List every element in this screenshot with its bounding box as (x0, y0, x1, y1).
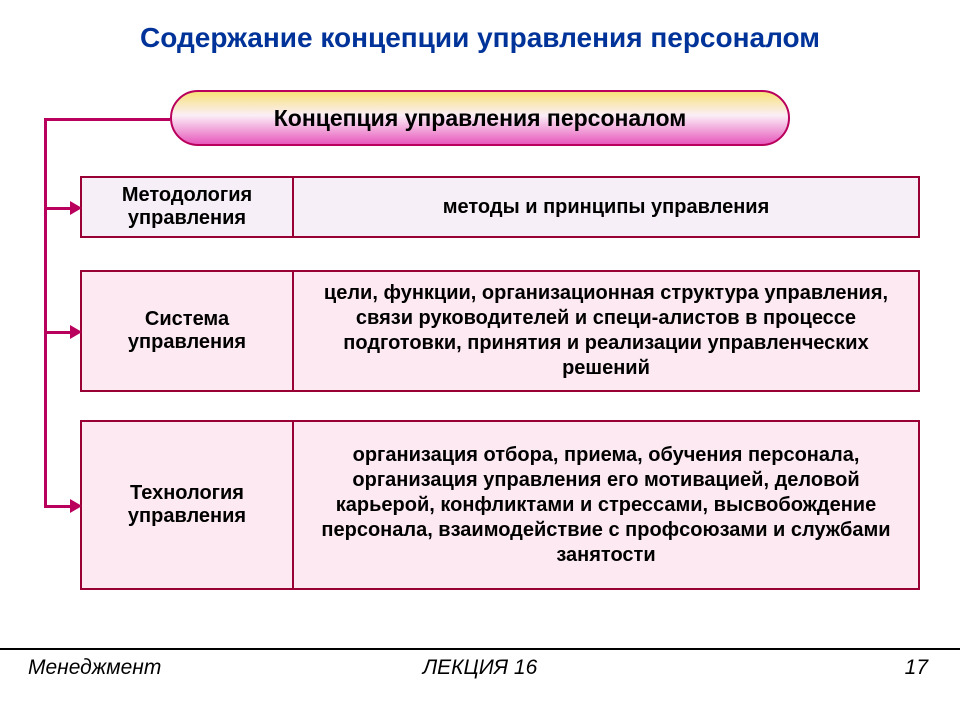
footer-line (0, 648, 960, 650)
arrowhead-icon (70, 499, 82, 513)
slide: Содержание концепции управления персонал… (0, 0, 960, 720)
concept-row-0: Методология управленияметоды и принципы … (80, 176, 920, 238)
row-right-text: цели, функции, организационная структура… (294, 272, 918, 390)
connector-pill-stub (44, 118, 170, 121)
connector-arrow-2 (44, 505, 72, 508)
concept-row-2: Технология управленияорганизация отбора,… (80, 420, 920, 590)
row-left-label: Технология управления (82, 422, 294, 588)
footer-right: 17 (905, 656, 928, 680)
row-right-text: организация отбора, приема, обучения пер… (294, 422, 918, 588)
arrowhead-icon (70, 325, 82, 339)
arrowhead-icon (70, 201, 82, 215)
row-right-text: методы и принципы управления (294, 178, 918, 236)
connector-arrow-0 (44, 207, 72, 210)
row-left-label: Система управления (82, 272, 294, 390)
footer-center: ЛЕКЦИЯ 16 (0, 656, 960, 680)
concept-row-1: Система управленияцели, функции, организ… (80, 270, 920, 392)
concept-pill: Концепция управления персоналом (170, 90, 790, 146)
slide-title: Содержание концепции управления персонал… (0, 22, 960, 54)
connector-trunk (44, 118, 47, 506)
connector-arrow-1 (44, 331, 72, 334)
row-left-label: Методология управления (82, 178, 294, 236)
concept-pill-text: Концепция управления персоналом (274, 105, 687, 132)
